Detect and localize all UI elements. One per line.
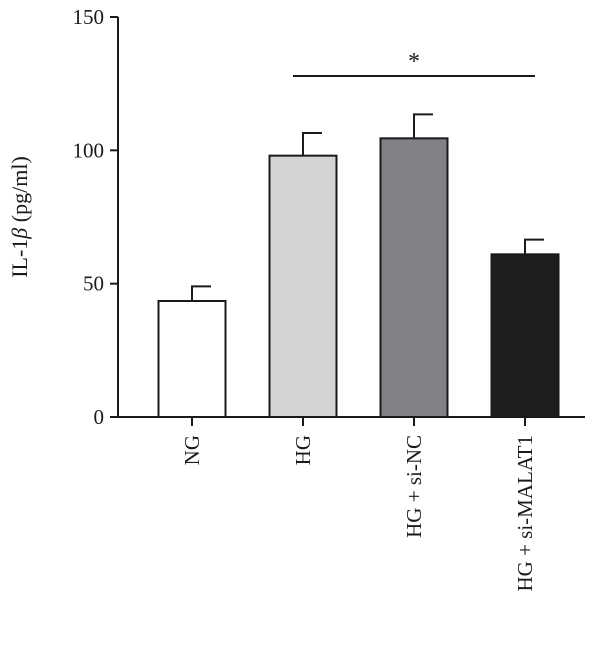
y-axis-title-main: IL-1	[7, 239, 32, 278]
y-tick-label: 100	[73, 138, 105, 162]
y-tick-label: 0	[94, 405, 105, 429]
x-category-label: HG + si-MALAT1	[513, 435, 537, 592]
significance-annotation: *	[293, 49, 535, 77]
y-tick-label: 150	[73, 5, 105, 29]
error-bar	[413, 113, 433, 139]
error-bars	[191, 113, 544, 301]
significance-label: *	[408, 49, 420, 75]
y-axis-title-beta: β	[7, 228, 32, 240]
y-axis-title: IL-1β (pg/ml)	[7, 156, 32, 278]
x-category-label: HG	[291, 435, 315, 465]
x-category-label: NG	[180, 435, 204, 465]
y-axis: 0 50 100 150	[73, 5, 119, 429]
y-axis-title-unit: (pg/ml)	[7, 156, 32, 228]
bar	[268, 154, 338, 419]
y-tick-label: 50	[83, 272, 104, 296]
bars	[157, 137, 560, 419]
error-bar	[524, 238, 544, 255]
error-bar	[191, 285, 211, 301]
x-axis: NG HG HG + si-NC HG + si-MALAT1	[118, 416, 585, 592]
bar	[379, 137, 449, 418]
error-bar	[302, 132, 322, 156]
bar	[157, 300, 227, 418]
x-category-label: HG + si-NC	[402, 435, 426, 538]
bar	[490, 253, 560, 418]
